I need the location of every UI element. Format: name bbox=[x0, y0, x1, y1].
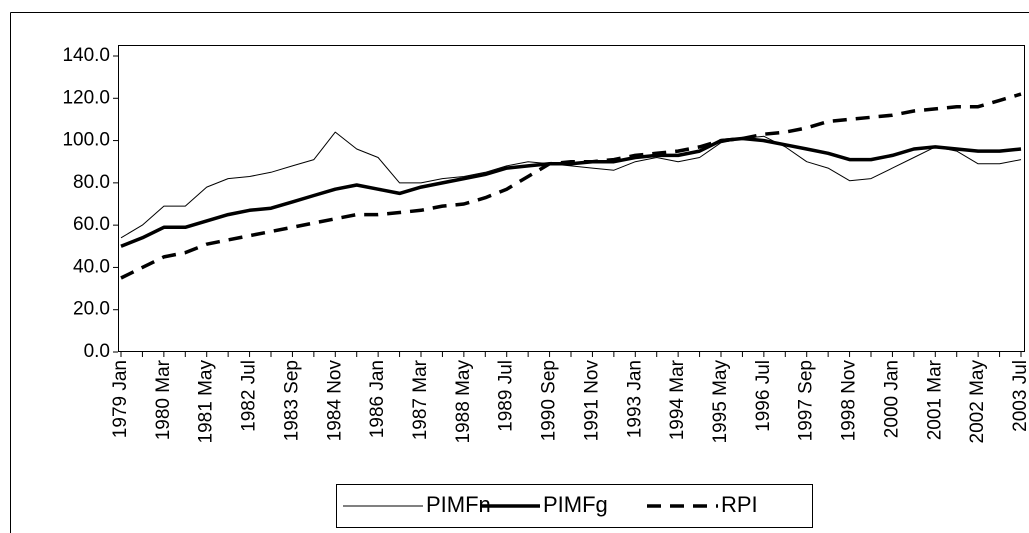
y-tick-label: 0.0 bbox=[84, 341, 110, 362]
x-tick-label: 1990 Sep bbox=[539, 360, 560, 441]
legend-label: RPI bbox=[721, 492, 758, 517]
legend-label: PIMFg bbox=[543, 492, 608, 517]
x-tick-label: 2003 Jul bbox=[1010, 360, 1029, 432]
x-tick-label: 1995 May bbox=[710, 360, 731, 444]
x-tick-label: 1982 Jul bbox=[239, 360, 260, 432]
y-tick-label: 40.0 bbox=[73, 256, 110, 277]
series-line bbox=[120, 92, 1022, 280]
x-tick-label: 1991 Nov bbox=[581, 360, 602, 442]
x-tick-label: 1986 Jan bbox=[367, 360, 388, 438]
x-tick-label: 1987 Mar bbox=[410, 359, 431, 440]
series-line bbox=[120, 131, 1022, 239]
x-tick-label: 1981 May bbox=[196, 360, 217, 444]
x-tick-label: 1993 Jan bbox=[624, 360, 645, 438]
y-tick-label: 80.0 bbox=[73, 172, 110, 193]
y-tick-label: 140.0 bbox=[62, 45, 110, 66]
y-tick-label: 120.0 bbox=[62, 87, 110, 108]
y-tick-label: 20.0 bbox=[73, 299, 110, 320]
x-tick-label: 1996 Jul bbox=[753, 360, 774, 432]
plot-area bbox=[118, 45, 1025, 352]
x-tick-label: 1998 Nov bbox=[839, 360, 860, 442]
x-tick-label: 1994 Mar bbox=[667, 359, 688, 440]
y-tick-label: 60.0 bbox=[73, 214, 110, 235]
x-tick-label: 1983 Sep bbox=[281, 360, 302, 441]
x-tick-label: 1997 Sep bbox=[796, 360, 817, 441]
y-tick-label: 100.0 bbox=[62, 130, 110, 151]
x-tick-label: 1979 Jan bbox=[110, 360, 131, 438]
x-tick-label: 2000 Jan bbox=[881, 360, 902, 438]
x-tick-label: 1988 May bbox=[453, 360, 474, 444]
x-tick-label: 2001 Mar bbox=[924, 359, 945, 440]
x-tick-label: 2002 May bbox=[967, 360, 988, 444]
legend-label: PIMFn bbox=[426, 492, 491, 517]
x-tick-label: 1984 Nov bbox=[324, 360, 345, 442]
series-line bbox=[120, 136, 1022, 248]
x-tick-label: 1980 Mar bbox=[153, 359, 174, 440]
x-tick-label: 1989 Jul bbox=[496, 360, 517, 432]
